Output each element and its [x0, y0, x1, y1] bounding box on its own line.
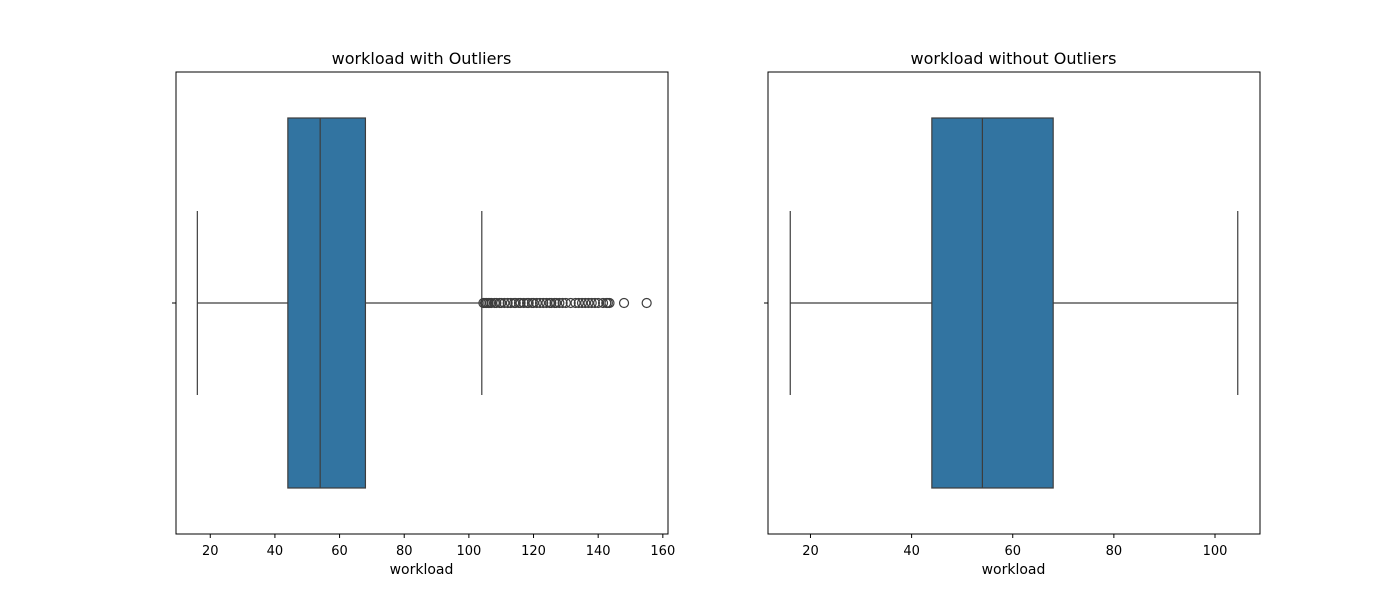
- outlier-point: [560, 297, 571, 309]
- x-tick-label: 100: [456, 544, 481, 559]
- outlier-point: [570, 297, 581, 309]
- plot-area: 20 40 60 80 100: [764, 71, 1261, 559]
- outlier-point: [528, 297, 539, 309]
- outlier-point: [534, 297, 546, 309]
- x-tick-label: 100: [1203, 544, 1228, 559]
- outlier-point: [551, 297, 562, 309]
- outlier-point: [557, 297, 568, 309]
- outlier-point: [573, 297, 584, 309]
- outlier-point: [546, 297, 557, 309]
- iqr-box: [287, 117, 367, 489]
- chart-title: workload without Outliers: [911, 49, 1117, 68]
- outlier-point: [496, 297, 507, 309]
- outlier-point: [499, 297, 510, 309]
- outlier-point: [593, 297, 604, 309]
- x-tick-label: 60: [1004, 544, 1021, 559]
- x-tick-label: 20: [202, 544, 219, 559]
- outlier-point: [531, 297, 542, 309]
- outlier-point: [541, 297, 552, 309]
- x-tick-label: 80: [396, 544, 413, 559]
- outlier-point: [565, 297, 576, 309]
- x-tick-label: 160: [650, 544, 675, 559]
- outlier-point: [604, 297, 615, 309]
- outlier-point: [486, 297, 497, 309]
- outlier-point: [523, 297, 534, 309]
- plot-area: 20 40 60 80 100 120 140 160: [172, 71, 675, 559]
- x-tick-label: 60: [331, 544, 348, 559]
- x-tick-label: 40: [267, 544, 284, 559]
- iqr-box: [931, 117, 1054, 489]
- x-tick-label: 120: [521, 544, 546, 559]
- outlier-point: [515, 297, 526, 309]
- subplot-with-outliers: workload with Outliers workload 20 40 60 80…: [172, 49, 675, 578]
- outlier-point: [589, 297, 601, 309]
- outlier-point: [580, 297, 591, 309]
- outlier-point: [491, 297, 502, 309]
- subplot-without-outliers: workload without Outliers workload 20 40 6…: [764, 49, 1261, 578]
- outlier-point: [505, 297, 516, 309]
- outlier-point: [618, 297, 630, 309]
- x-axis-label: workload: [982, 562, 1046, 578]
- x-axis-label: workload: [390, 562, 454, 578]
- outlier-point: [641, 297, 652, 309]
- x-tick-label: 80: [1106, 544, 1123, 559]
- chart-title: workload with Outliers: [332, 49, 512, 68]
- outlier-point: [510, 297, 521, 309]
- x-tick-label: 20: [802, 544, 819, 559]
- outlier-point: [518, 297, 529, 309]
- outlier-point: [583, 297, 594, 309]
- outlier-point: [576, 297, 588, 309]
- outlier-point: [538, 297, 549, 309]
- x-tick-label: 40: [903, 544, 920, 559]
- outlier-point: [554, 297, 565, 309]
- outlier-point: [597, 297, 609, 309]
- outlier-point: [586, 297, 597, 309]
- outlier-point: [502, 297, 513, 309]
- x-tick-label: 140: [586, 544, 611, 559]
